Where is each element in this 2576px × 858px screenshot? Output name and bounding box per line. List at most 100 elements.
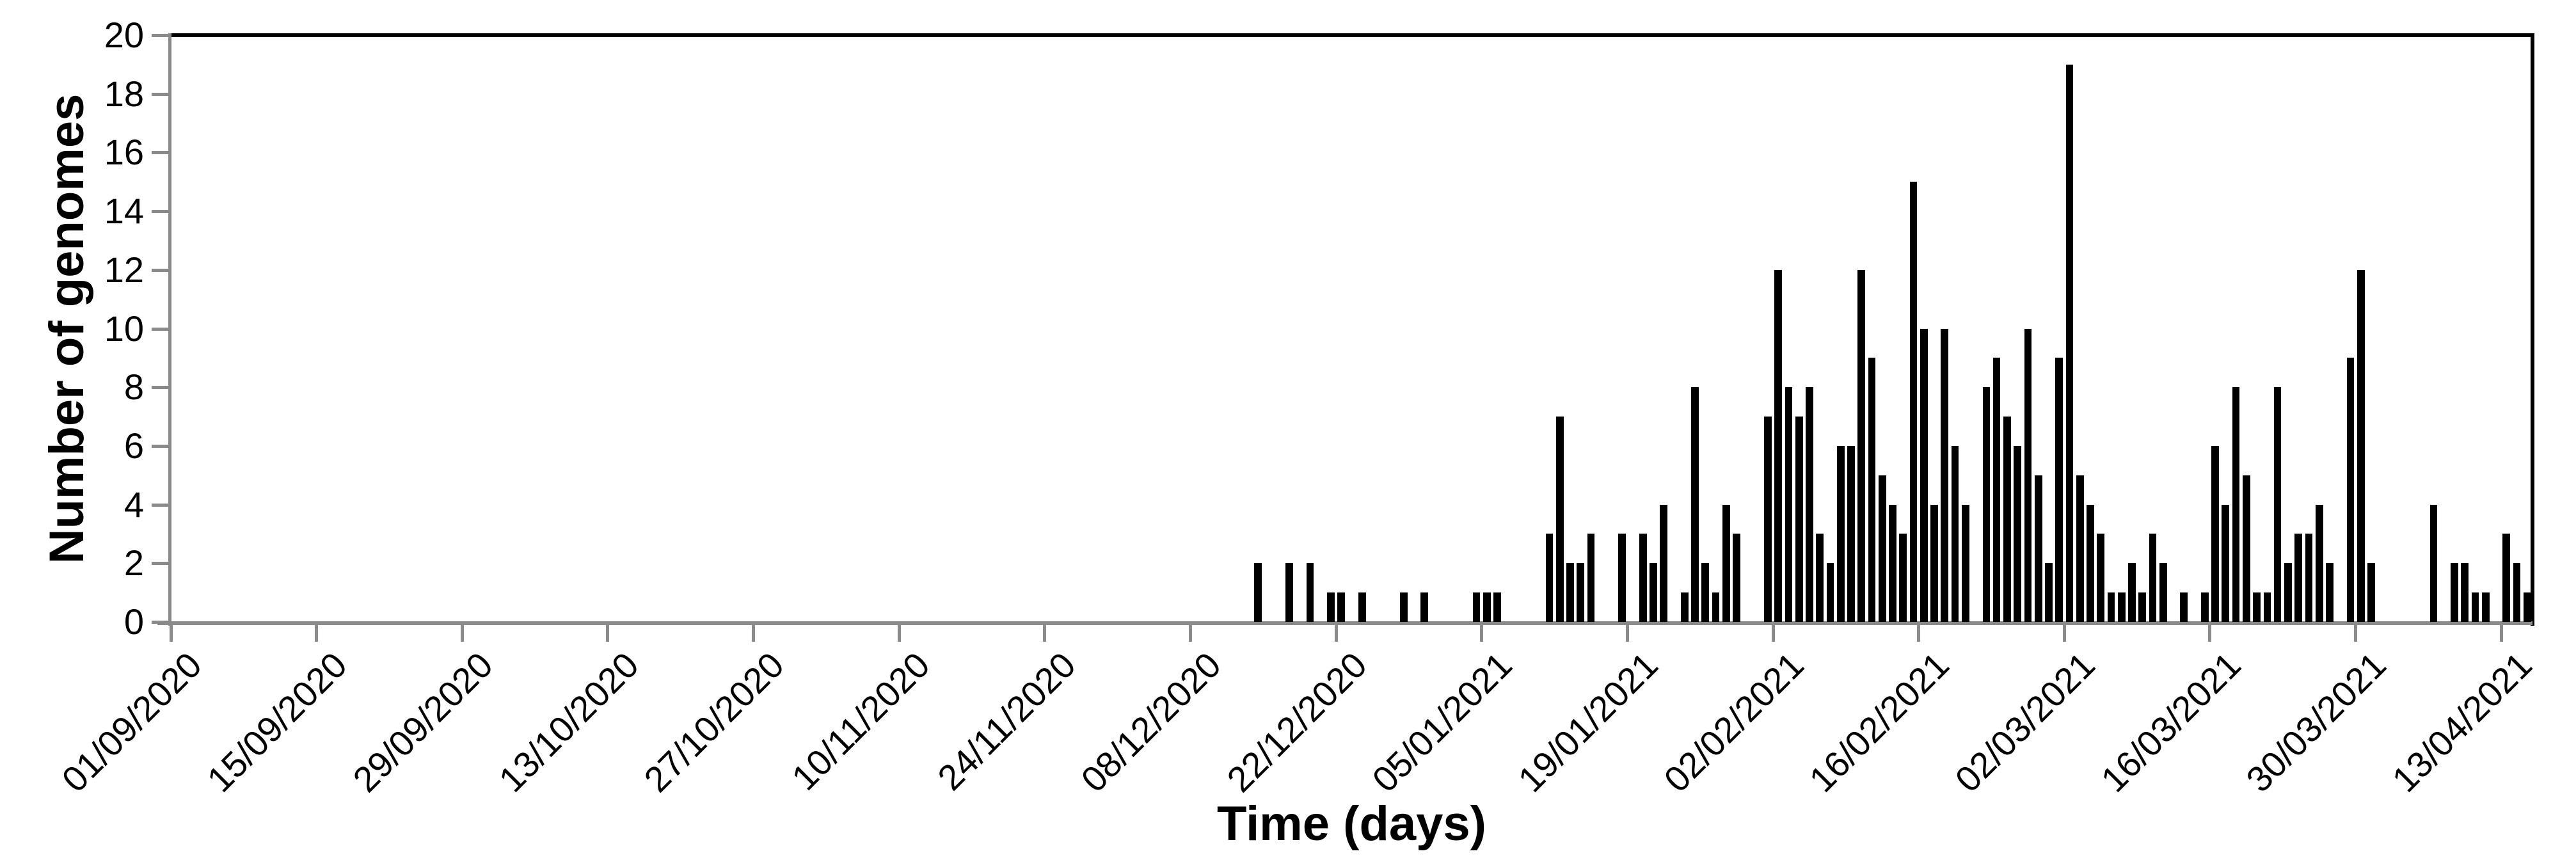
bar (1764, 417, 1772, 622)
bar (1889, 504, 1896, 622)
bar (2253, 592, 2261, 622)
x-axis-tick-label: 01/09/2020 (53, 644, 209, 800)
y-axis-tick-label: 20 (104, 15, 144, 55)
x-axis-tick (315, 625, 319, 642)
x-axis-tick (897, 625, 901, 642)
bar (1680, 592, 1689, 622)
y-axis-tick-label: 6 (123, 425, 144, 466)
x-axis-tick-label: 02/03/2021 (1947, 644, 2103, 800)
x-axis-tick-label: 02/02/2021 (1656, 644, 1811, 800)
bar (1941, 328, 1949, 622)
bar (2284, 563, 2292, 622)
y-axis-tick (152, 151, 168, 155)
bar (2138, 592, 2147, 622)
x-axis-tick (460, 625, 464, 642)
x-axis-tick (2499, 625, 2503, 642)
x-axis-tick-label: 22/12/2020 (1219, 644, 1374, 800)
bar (2034, 475, 2042, 622)
x-axis-tick (1625, 625, 1629, 642)
bar (2429, 504, 2438, 622)
y-axis-tick (152, 386, 168, 390)
x-axis-tick-label: 13/04/2021 (2384, 644, 2540, 800)
bar (2211, 445, 2219, 622)
y-axis-tick (152, 503, 168, 507)
bar (2222, 504, 2230, 622)
bar (1587, 534, 1595, 622)
x-axis-tick (1917, 625, 1921, 642)
y-axis-tick (152, 92, 168, 96)
x-axis-tick-label: 16/02/2021 (1801, 644, 1957, 800)
bar (2003, 417, 2011, 622)
plot-frame-right-border (2531, 33, 2534, 626)
bar (2107, 592, 2115, 622)
bar (2471, 592, 2479, 622)
bar (2357, 269, 2365, 622)
bar (2014, 445, 2021, 622)
x-axis-tick (752, 625, 756, 642)
bar (1909, 182, 1918, 622)
bar (2055, 358, 2063, 622)
y-axis-tick-label: 18 (104, 73, 144, 114)
x-axis-tick (606, 625, 610, 642)
bar (2180, 592, 2188, 622)
bar (1577, 563, 1585, 622)
bar (2159, 563, 2167, 622)
x-axis-tick-label: 16/03/2021 (2092, 644, 2248, 800)
bar (2451, 563, 2458, 622)
bar (1785, 387, 1793, 622)
bar (2367, 563, 2375, 622)
bar (2087, 504, 2094, 622)
x-axis-tick-label: 29/09/2020 (345, 644, 501, 800)
bar (1483, 592, 1491, 622)
x-axis-tick-label: 27/10/2020 (636, 644, 792, 800)
bar (1399, 592, 1408, 622)
bar (1472, 592, 1481, 622)
plot-frame-top-border (171, 33, 2534, 37)
y-axis-tick-label: 10 (104, 308, 144, 349)
x-axis-tick-label: 10/11/2020 (784, 644, 937, 798)
y-axis-line (168, 33, 171, 626)
y-axis-tick (152, 34, 168, 37)
bar (1639, 534, 1647, 622)
bar (2461, 563, 2469, 622)
bar (1327, 592, 1335, 622)
bar (2097, 534, 2105, 622)
bar (1306, 563, 1314, 622)
bar (1722, 504, 1730, 622)
y-axis-tick (152, 210, 168, 214)
y-axis-tick (152, 444, 168, 448)
y-axis-tick-label: 8 (123, 367, 144, 408)
bar (1982, 387, 1991, 622)
bar (2273, 387, 2282, 622)
y-axis-tick-label: 16 (104, 132, 144, 173)
bar (1254, 563, 1262, 622)
bar (2065, 64, 2074, 622)
bar (2315, 504, 2323, 622)
bar (2200, 592, 2209, 622)
bar (2117, 592, 2126, 622)
bar (2305, 534, 2313, 622)
bar (1555, 417, 1564, 622)
x-axis-tick-label: 19/01/2021 (1510, 644, 1666, 800)
bar (1358, 592, 1366, 622)
x-axis-title: Time (days) (1217, 797, 1486, 851)
x-axis-tick (1480, 625, 1484, 642)
bar (1847, 445, 1855, 622)
x-axis-tick (1771, 625, 1775, 642)
bar (1868, 358, 1876, 622)
bar (2524, 592, 2531, 622)
bar (1285, 563, 1293, 622)
bar (1920, 328, 1928, 622)
bar (2242, 475, 2250, 622)
x-axis-tick-label: 05/01/2021 (1364, 644, 1520, 800)
x-axis-tick (2208, 625, 2212, 642)
x-axis-tick (2354, 625, 2358, 642)
bar (2263, 592, 2271, 622)
bar (2513, 563, 2521, 622)
bar (1826, 563, 1834, 622)
bar (1545, 534, 1554, 622)
bar (2481, 592, 2490, 622)
bar (2502, 534, 2511, 622)
bar (2024, 328, 2032, 622)
x-axis-tick-label: 30/03/2021 (2238, 644, 2394, 800)
